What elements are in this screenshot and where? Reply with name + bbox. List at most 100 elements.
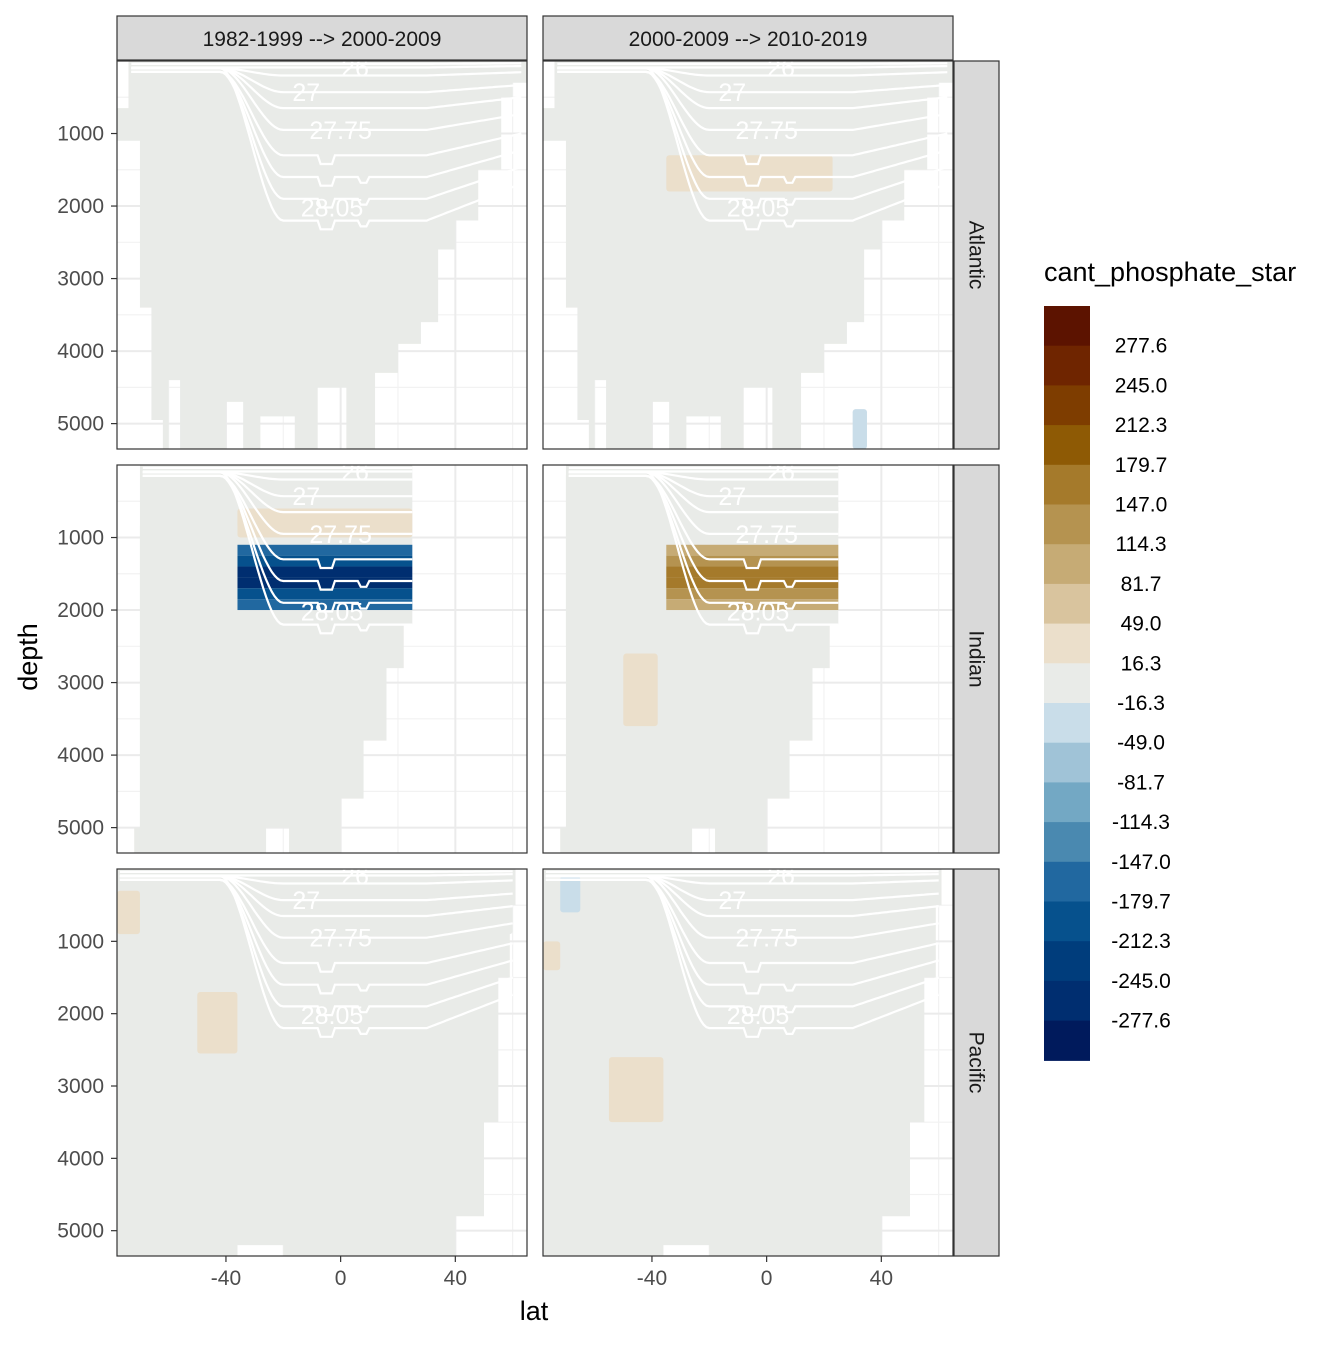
legend-swatch [1044,822,1090,863]
legend-swatch [1044,941,1090,982]
legend-label: 179.7 [1115,454,1168,477]
y-tick-label: 2000 [57,1003,104,1026]
panel-atlantic-2: 26 27 27.75 28.05 [542,60,954,450]
y-tick-label: 5000 [57,413,104,436]
legend-label: 277.6 [1115,335,1168,358]
isopycnal-label: 28.05 [301,598,364,626]
facet-strip-row: Indian [953,464,1000,854]
legend-swatch [1044,742,1090,783]
isopycnal-label: 27.75 [309,521,372,549]
panel-border [116,464,528,854]
legend-label: 245.0 [1115,374,1168,397]
isopycnal-label: 26 [767,863,795,891]
y-tick-label: 1000 [57,527,104,550]
anomaly-patch [237,155,413,192]
panel-body: 26 27 27.75 28.05 [134,465,413,853]
x-axis-title: lat [520,1296,549,1326]
isopycnal-line [119,870,513,873]
legend-label: -277.6 [1111,1010,1171,1033]
isopycnal-label: 26 [341,863,369,891]
isopycnal-label: 27.75 [309,925,372,953]
legend-swatch [1044,464,1090,506]
anomaly-band [666,588,839,600]
y-tick-label: 5000 [57,817,104,840]
isopycnal-line [568,474,839,613]
panel-pacific-2: 26 27 27.75 28.05 [542,863,954,1257]
facet-strip-row: Atlantic [953,60,1000,450]
anomaly-band [237,555,413,567]
anomaly-patch [139,523,238,853]
isopycnal-label: 27 [292,79,320,107]
isopycnal-label: 27 [718,79,746,107]
panel-pacific-1: 26 27 27.75 28.05 [116,863,528,1257]
legend-swatch [1044,901,1090,942]
legend-swatch [1044,861,1090,903]
anomaly-band [237,577,413,589]
legend-label: -179.7 [1111,891,1171,914]
legend-label: 81.7 [1121,573,1162,596]
isopycnal-line [545,870,939,873]
y-tick-label: 2000 [57,195,104,218]
isopycnal-line [557,67,948,231]
y-tick-label: 3000 [57,672,104,695]
legend-label: 147.0 [1115,494,1168,517]
facet-row-label: Atlantic [965,221,988,290]
ocean-section [117,61,527,449]
isopycnal-label: 28.05 [301,194,364,222]
y-tick-label: 4000 [57,744,104,767]
isopycnal-label: 27 [718,483,746,511]
legend-swatch [1044,663,1090,704]
isopycnal-line [557,62,948,65]
x-tick-label: 0 [335,1267,347,1290]
legend-swatch [1044,703,1090,744]
x-tick-label: 40 [444,1267,467,1290]
x-tick-label: 0 [761,1267,773,1290]
panel-border [116,868,528,1257]
x-tick-label: -40 [211,1267,241,1290]
isopycnal-label: 28.05 [727,1002,790,1030]
panel-atlantic-1: 26 27 27.75 28.05 [116,60,528,450]
y-tick-label: 1000 [57,930,104,953]
panel-body: 26 27 27.75 28.05 [117,863,516,1256]
facet-strip-column: 2000-2009 --> 2010-2019 [542,15,954,61]
anomaly-patch [560,876,581,913]
anomaly-band [666,577,839,589]
legend-swatch [1044,583,1090,625]
isopycnal-label: 28.05 [727,194,790,222]
legend-swatch [1044,980,1090,1022]
facet-row-label: Pacific [965,1032,988,1094]
isopycnal-line [119,878,514,1017]
isopycnal-label: 27 [292,887,320,915]
isopycnal-label: 27.75 [735,925,798,953]
anomaly-patch [117,890,140,935]
isopycnal-line [557,70,948,209]
isopycnal-label: 27.75 [735,117,798,145]
isopycnal-line [131,67,522,231]
isopycnal-line [119,875,514,1038]
y-tick-label: 3000 [57,1075,104,1098]
anomaly-patch [623,653,658,727]
anomaly-band [666,555,839,567]
panel-body: 26 27 27.75 28.05 [543,61,953,449]
isopycnal-label: 27.75 [309,117,372,145]
anomaly-band [666,544,839,556]
legend-swatch [1044,385,1090,426]
isopycnal-label: 28.05 [301,1002,364,1030]
isopycnal-label: 26 [767,459,795,487]
isopycnal-line [142,474,413,613]
legend-label: -16.3 [1117,692,1165,715]
y-axis-title: depth [13,623,43,691]
panel-body: 26 27 27.75 28.05 [117,61,527,449]
legend-label: -81.7 [1117,771,1165,794]
y-tick-label: 4000 [57,1147,104,1170]
isopycnal-line [545,878,940,1017]
anomaly-band [237,566,413,578]
y-tick-label: 4000 [57,340,104,363]
facet-row-label: Indian [965,630,988,687]
y-tick-label: 5000 [57,1220,104,1243]
anomaly-patch [197,991,238,1054]
legend-swatch [1044,425,1090,466]
panel-border [542,464,954,854]
isopycnal-label: 27.75 [735,521,798,549]
